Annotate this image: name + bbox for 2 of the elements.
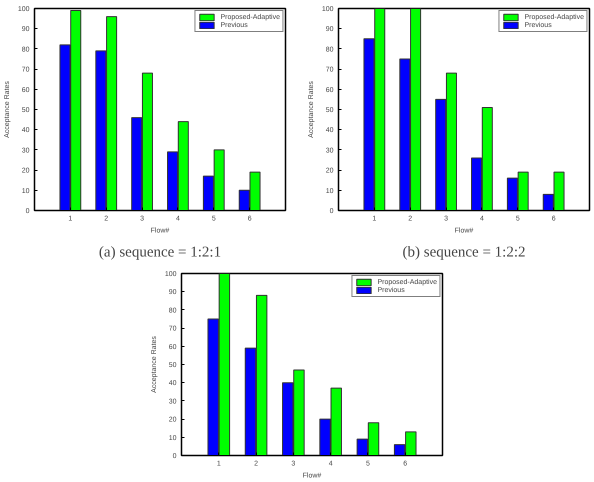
text: (a) sequence = 1:2:1	[98, 244, 222, 260]
text: (b) sequence = 1:2:2	[402, 244, 526, 260]
